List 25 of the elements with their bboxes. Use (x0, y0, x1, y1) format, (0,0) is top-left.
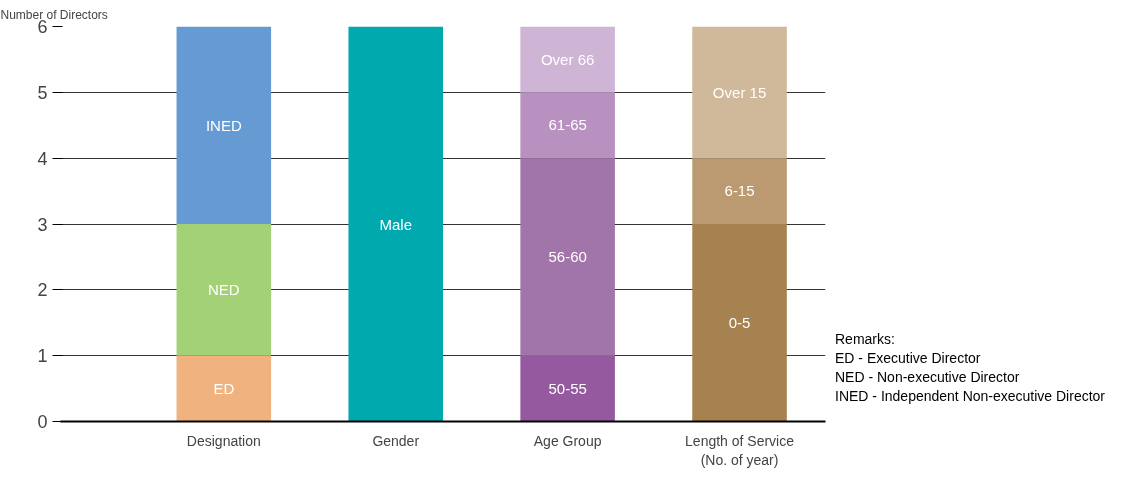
series-label: 56-60 (548, 247, 587, 265)
y-tick-label: 0 (37, 412, 48, 432)
x-tick-label: Length of Service (No. of year) (685, 432, 795, 468)
series-label: 6-15 (724, 182, 755, 200)
text: ED - Executive Director (835, 349, 981, 366)
series-label: NED (207, 281, 240, 299)
text: INED - Independent Non-executive Director (835, 387, 1106, 404)
series-label: 50-55 (548, 379, 587, 397)
y-tick-label: 4 (37, 148, 48, 169)
text: Remarks: (835, 331, 895, 347)
series-label: 0-5 (728, 313, 751, 331)
series-label: Over 15 (712, 83, 767, 101)
series-label: Male (379, 215, 412, 233)
y-tick-label: 5 (37, 82, 48, 103)
series-label: Over 66 (540, 50, 595, 68)
text: NED - Non-executive Director (835, 368, 1020, 385)
y-tick-label: 3 (37, 214, 48, 235)
y-tick-label: 2 (37, 280, 48, 301)
x-tick-label: Designation (186, 432, 261, 449)
series-label: INED (205, 116, 242, 134)
x-tick-label: Gender (372, 432, 420, 449)
x-tick-label: Age Group (533, 432, 602, 449)
y-tick-label: 1 (37, 346, 48, 367)
series-label: 61-65 (548, 116, 587, 134)
series-label: ED (213, 380, 235, 398)
